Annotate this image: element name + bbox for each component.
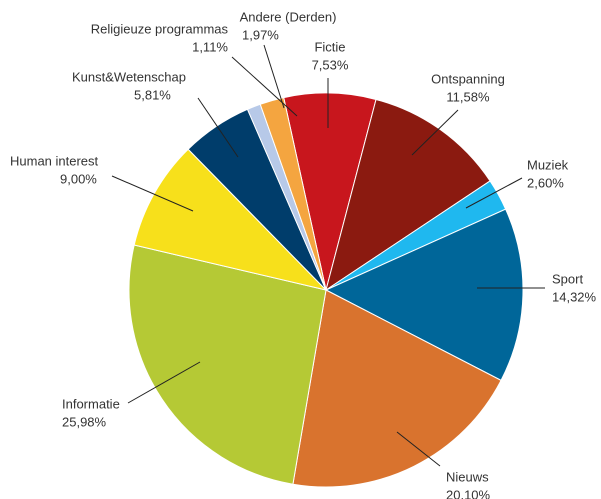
slice-label: Muziek	[527, 157, 569, 172]
leader-line	[396, 431, 441, 467]
slice-label: Ontspanning	[431, 71, 505, 86]
slice-label: Andere (Derden)	[240, 9, 337, 24]
leader-line	[465, 177, 523, 209]
leader-line	[411, 109, 459, 156]
slice-label: Kunst&Wetenschap	[72, 69, 186, 84]
leader-line	[197, 97, 239, 158]
leader-line	[231, 56, 298, 117]
slice-value: 1,97%	[242, 27, 279, 42]
slice-value: 7,53%	[312, 57, 349, 72]
slice-value: 1,11%	[192, 39, 228, 54]
slice-label: Religieuze programmas	[91, 21, 229, 36]
pie-slice	[128, 244, 327, 485]
pie-slice	[259, 96, 327, 291]
pie-slice	[133, 148, 328, 291]
slice-label: Nieuws	[446, 469, 489, 484]
slice-value: 9,00%	[60, 171, 97, 186]
pie-slice	[292, 289, 502, 488]
slice-label: Sport	[552, 271, 583, 286]
pie-slice	[324, 208, 524, 382]
slice-value: 20.10%	[446, 487, 491, 499]
slice-value: 14,32%	[552, 289, 597, 304]
slice-value: 2,60%	[527, 175, 564, 190]
pie-slice	[325, 98, 491, 292]
leader-line	[111, 175, 194, 212]
leader-line	[127, 361, 201, 404]
slice-value: 11,58%	[446, 89, 490, 104]
leader-line	[263, 44, 285, 109]
slice-label: Informatie	[62, 396, 120, 411]
slice-value: 5,81%	[134, 87, 171, 102]
slice-label: Human interest	[10, 153, 99, 168]
slice-value: 25,98%	[62, 414, 107, 429]
slice-label: Fictie	[314, 39, 345, 54]
